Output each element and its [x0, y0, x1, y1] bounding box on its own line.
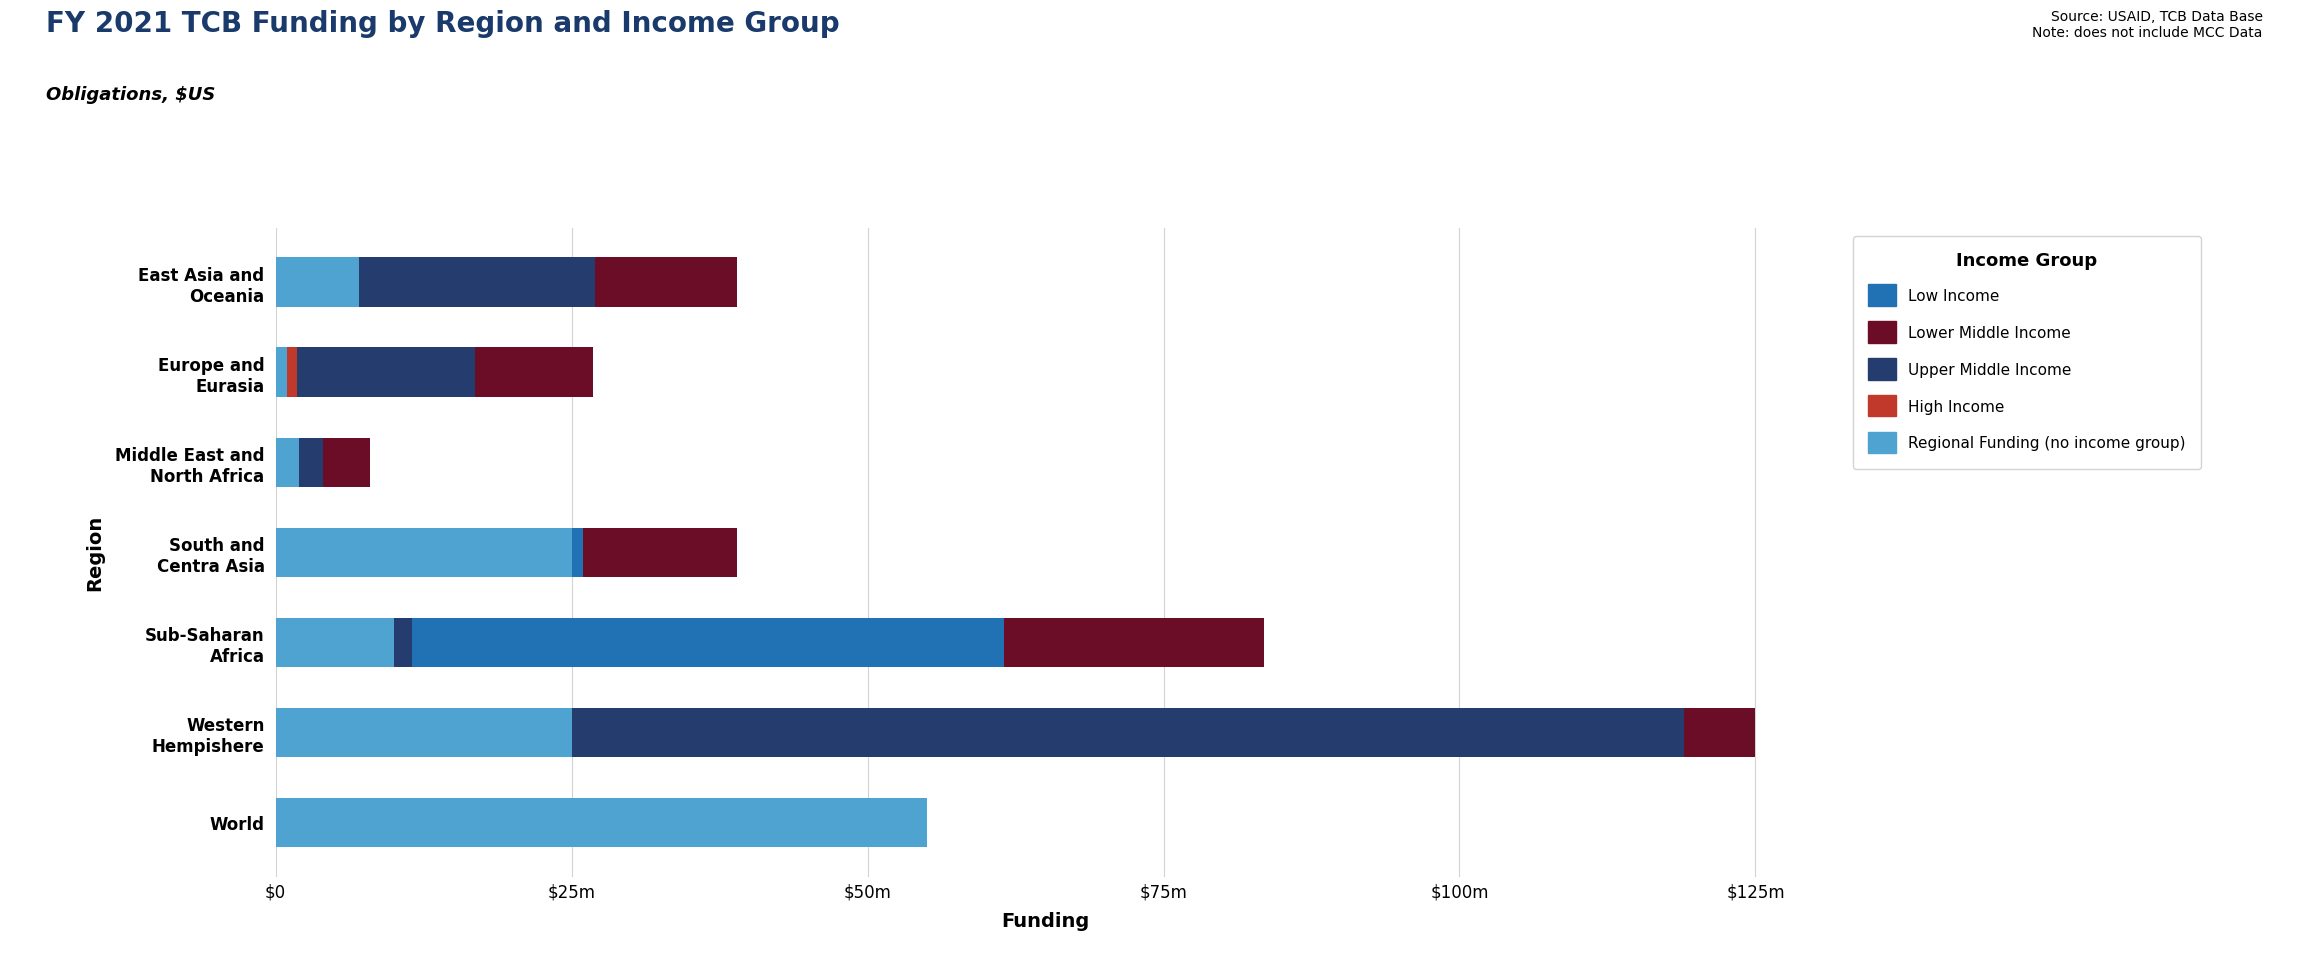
Bar [276, 798, 926, 847]
Bar [296, 348, 475, 397]
Text: Source: USAID, TCB Data Base
Note: does not include MCC Data: Source: USAID, TCB Data Base Note: does … [2033, 10, 2263, 40]
Bar [595, 258, 737, 308]
Legend: Low Income, Lower Middle Income, Upper Middle Income, High Income, Regional Fund: Low Income, Lower Middle Income, Upper M… [1854, 236, 2201, 469]
Bar [276, 528, 572, 578]
Bar [287, 348, 296, 397]
Bar [276, 348, 287, 397]
Bar [299, 438, 324, 488]
Y-axis label: Region: Region [85, 515, 103, 591]
Bar [358, 258, 595, 308]
Bar [276, 708, 572, 758]
X-axis label: Funding: Funding [1001, 911, 1089, 930]
Text: Obligations, $US: Obligations, $US [46, 86, 216, 104]
Bar [1684, 708, 1755, 758]
Bar [324, 438, 370, 488]
Bar [395, 618, 411, 667]
Bar [1004, 618, 1263, 667]
Bar [475, 348, 593, 397]
Bar [411, 618, 1004, 667]
Bar [572, 528, 583, 578]
Bar [583, 528, 737, 578]
Bar [276, 618, 395, 667]
Bar [276, 258, 358, 308]
Bar [276, 438, 299, 488]
Text: FY 2021 TCB Funding by Region and Income Group: FY 2021 TCB Funding by Region and Income… [46, 10, 841, 37]
Bar [572, 708, 1684, 758]
